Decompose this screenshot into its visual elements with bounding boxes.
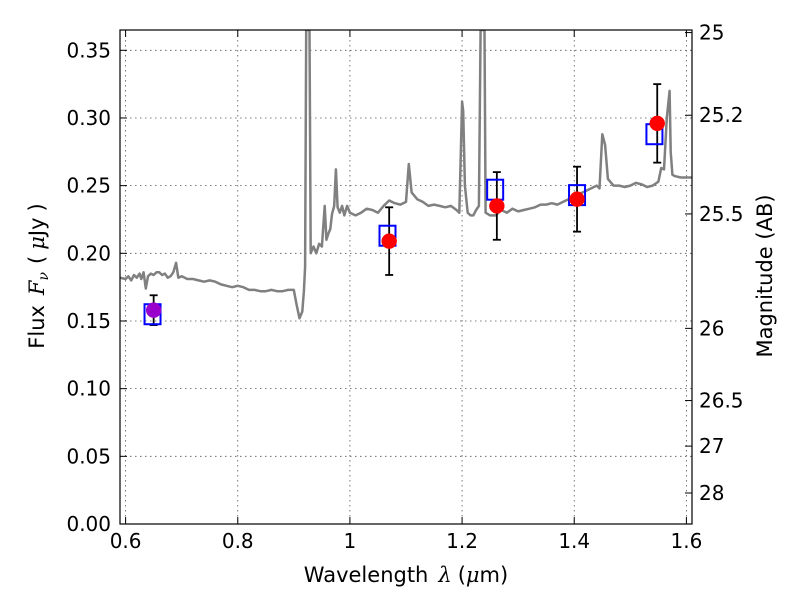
y2-tick-label: 25.2 xyxy=(699,103,744,127)
observed-photometry-point xyxy=(569,191,585,207)
x-axis-title: Wavelength λ (μm) xyxy=(304,563,508,587)
y-tick-label: 0.25 xyxy=(66,174,111,198)
y2-tick-label: 25 xyxy=(699,21,724,45)
x-tick-label: 0.8 xyxy=(222,529,254,553)
plot-frame xyxy=(119,29,693,525)
y2-tick-label: 26 xyxy=(699,316,724,340)
y-axis-title: FluxFν(μJy) xyxy=(25,203,52,348)
x-tick-label: 1.4 xyxy=(558,529,590,553)
y-tick-label: 0.00 xyxy=(66,512,111,536)
model-spectrum-line xyxy=(120,30,692,320)
observed-photometry-point xyxy=(381,233,397,249)
x-tick-label: 0.6 xyxy=(110,529,142,553)
y2-tick-label: 25.5 xyxy=(699,202,744,226)
y-tick-label: 0.10 xyxy=(66,377,111,401)
x-tick-label: 1 xyxy=(344,529,357,553)
plot-area xyxy=(120,30,692,326)
y-tick-label: 0.15 xyxy=(66,309,111,333)
y-tick-label: 0.20 xyxy=(66,241,111,265)
y-tick-label: 0.05 xyxy=(66,444,111,468)
observed-photometry-point xyxy=(489,198,505,214)
y2-tick-label: 28 xyxy=(699,481,724,505)
y2-axis-title: Magnitude (AB) xyxy=(753,194,777,357)
axes: 0.6 0.8 1 1.2 1.4 1.6 0.00 0.05 0.10 0.15 0.20 0.25… xyxy=(66,21,743,553)
y-tick-label: 0.35 xyxy=(66,38,111,62)
x-tick-label: 1.2 xyxy=(446,529,478,553)
y2-tick-label: 26.5 xyxy=(699,389,744,413)
y2-tick-label: 27 xyxy=(699,434,724,458)
observed-photometry-point xyxy=(649,115,665,132)
observed-photometry-point xyxy=(145,302,162,318)
x-tick-label: 1.6 xyxy=(670,529,702,553)
y-tick-label: 0.30 xyxy=(66,106,111,130)
